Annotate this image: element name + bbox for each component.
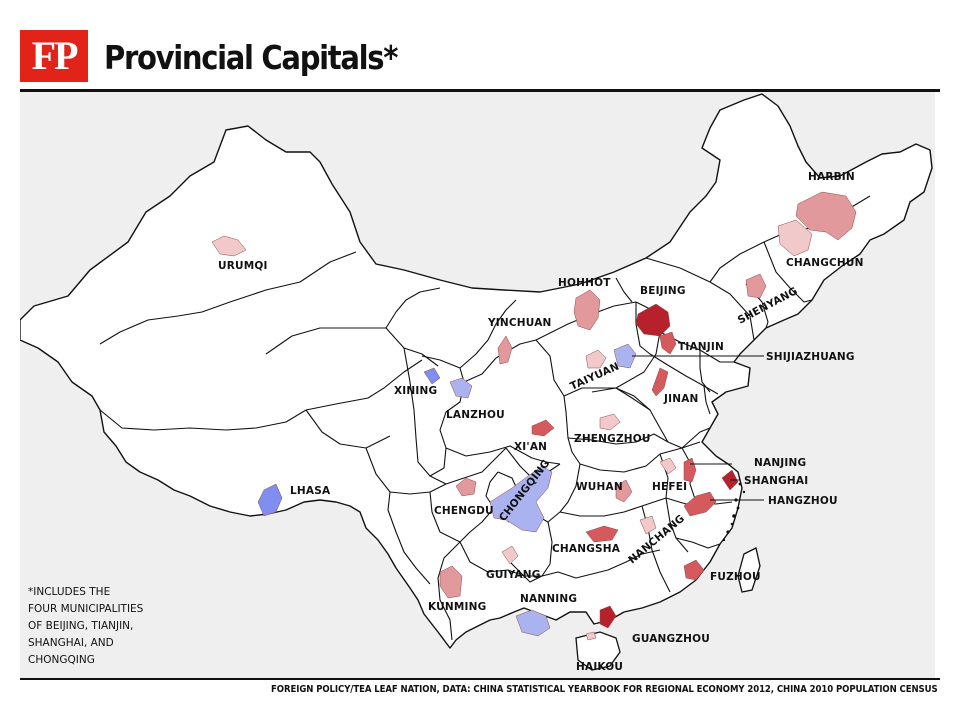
label-changchun: CHANGCHUN — [786, 257, 864, 269]
footnote-line: CHONGQING — [28, 654, 95, 666]
label-hohhot: HOHHOT — [558, 277, 611, 289]
label-fuzhou: FUZHOU — [710, 571, 761, 583]
area-tianjin — [659, 331, 677, 355]
area-taiyuan — [585, 349, 607, 369]
area-shenyang — [745, 273, 767, 299]
label-zhengzhou: ZHENGZHOU — [574, 433, 651, 445]
label-shijiazhuang: SHIJIAZHUANG — [766, 351, 855, 363]
label-guiyang: GUIYANG — [486, 569, 541, 581]
area-changchun — [777, 219, 813, 257]
label-nanjing: NANJING — [754, 457, 806, 469]
area-hangzhou — [683, 491, 717, 517]
area-kunming — [439, 565, 463, 599]
area-haikou — [585, 631, 597, 641]
label-chengdu: CHENGDU — [434, 505, 494, 517]
header: FP Provincial Capitals* — [20, 30, 940, 86]
label-xining: XINING — [394, 385, 437, 397]
label-beijing: BEIJING — [640, 285, 686, 297]
label-haikou: HAIKOU — [576, 661, 623, 673]
footnote-line: *INCLUDES THE — [28, 586, 111, 598]
label-jinan: JINAN — [663, 393, 699, 405]
area-beijing — [635, 303, 671, 337]
area-harbin — [795, 191, 857, 241]
label-guangzhou: GUANGZHOU — [632, 633, 710, 645]
label-nanning: NANNING — [520, 593, 577, 605]
area-lanzhou — [449, 377, 473, 399]
area-chengdu — [455, 477, 477, 497]
footnote-line: SHANGHAI, AND — [28, 637, 114, 649]
hainan-island — [575, 631, 621, 671]
label-lhasa: LHASA — [290, 485, 331, 497]
fp-logo: FP — [20, 30, 88, 82]
area-guiyang — [501, 545, 519, 565]
area-nanchang — [639, 515, 657, 535]
top-rule — [20, 89, 940, 92]
coastal-islands — [722, 482, 746, 542]
footnote: *INCLUDES THE FOUR MUNICIPALITIES OF BEI… — [28, 584, 178, 669]
leader-lines — [632, 355, 764, 501]
area-guangzhou — [599, 605, 617, 629]
label-yinchuan: YINCHUAN — [487, 317, 552, 329]
footnote-line: FOUR MUNICIPALITIES — [28, 603, 144, 615]
area-wuhan — [615, 479, 633, 503]
label-changsha: CHANGSHA — [552, 543, 621, 555]
area-urumqi — [211, 235, 247, 257]
label-shanghai: SHANGHAI — [744, 475, 808, 487]
label-harbin: HARBIN — [808, 171, 855, 183]
area-hefei — [659, 457, 677, 475]
label-hangzhou: HANGZHOU — [768, 495, 838, 507]
area-chongqing — [489, 465, 553, 533]
area-xian — [531, 419, 555, 437]
area-lhasa — [257, 483, 283, 517]
area-jinan — [651, 367, 669, 397]
area-yinchuan — [497, 335, 513, 365]
area-zhengzhou — [599, 413, 621, 431]
footnote-line: OF BEIJING, TIANJIN, — [28, 620, 134, 632]
china-map: HARBIN CHANGCHUN SHENYANG URUMQI HOHHOT … — [20, 92, 935, 678]
label-hefei: HEFEI — [652, 481, 687, 493]
area-hohhot — [573, 289, 601, 331]
label-wuhan: WUHAN — [576, 481, 623, 493]
area-nanning — [515, 609, 551, 637]
taiwan-island — [737, 547, 761, 593]
page-title: Provincial Capitals* — [104, 38, 398, 77]
label-tianjin: TIANJIN — [678, 341, 724, 353]
area-changsha — [585, 525, 619, 543]
area-xining — [423, 367, 441, 385]
area-fuzhou — [683, 559, 705, 581]
source-credit: FOREIGN POLICY/TEA LEAF NATION, DATA: CH… — [271, 684, 939, 695]
label-urumqi: URUMQI — [218, 260, 268, 272]
label-xian: XI'AN — [514, 441, 547, 453]
city-areas — [211, 191, 857, 641]
label-lanzhou: LANZHOU — [446, 409, 505, 421]
bottom-rule — [20, 678, 940, 680]
label-kunming: KUNMING — [428, 601, 486, 613]
area-shijiazhuang — [613, 343, 637, 369]
